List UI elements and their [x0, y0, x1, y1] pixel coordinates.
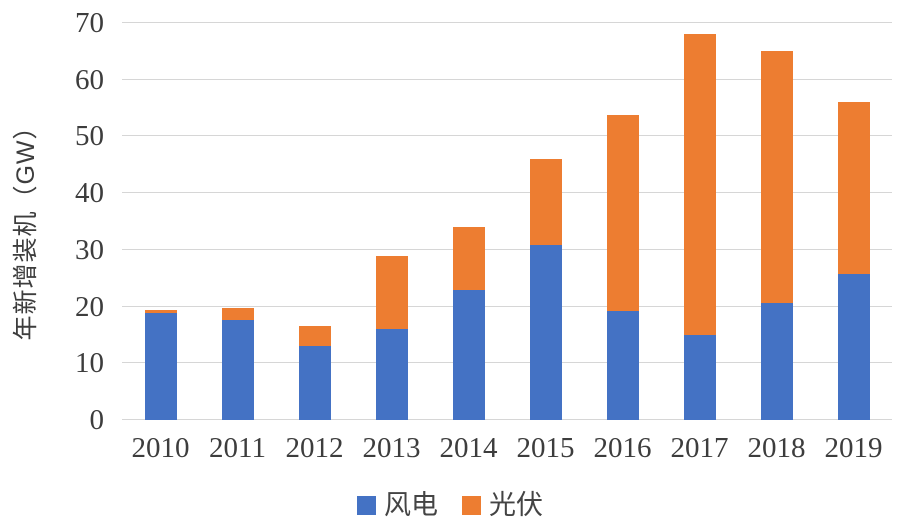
- bar-series: [122, 23, 892, 420]
- bar-column-2016: [584, 23, 661, 420]
- y-tick-label: 50: [75, 120, 104, 153]
- bar-column-2010: [122, 23, 199, 420]
- bar-segment-光伏-2017: [683, 34, 716, 335]
- stacked-bar-2019: [837, 102, 870, 420]
- stacked-bar-2012: [298, 326, 331, 420]
- x-tick-label-2014: 2014: [439, 432, 498, 464]
- stacked-bar-2015: [529, 159, 562, 420]
- bar-segment-光伏-2011: [221, 308, 254, 321]
- bar-segment-风电-2012: [298, 346, 331, 420]
- gridline-70: [122, 22, 892, 23]
- y-tick-label: 10: [75, 347, 104, 380]
- legend: 风电 光伏: [0, 490, 900, 520]
- stacked-bar-2016: [606, 114, 639, 420]
- legend-item-solar: 光伏: [462, 490, 543, 520]
- x-tick-label-2015: 2015: [516, 432, 575, 464]
- x-tick-label-2018: 2018: [747, 432, 806, 464]
- bar-segment-光伏-2013: [375, 255, 408, 330]
- bar-column-2011: [199, 23, 276, 420]
- bar-segment-风电-2019: [837, 274, 870, 420]
- stacked-bar-2018: [760, 51, 793, 420]
- bar-column-2018: [738, 23, 815, 420]
- x-axis-tick-labels: 2010 2011 2012 2013 2014 2015 2016 2017 2018 2019: [122, 428, 892, 468]
- bar-column-2015: [507, 23, 584, 420]
- bar-segment-风电-2017: [683, 334, 716, 420]
- x-tick-label-2013: 2013: [362, 432, 421, 464]
- wind-legend-swatch: [357, 495, 376, 515]
- bar-segment-光伏-2010: [144, 309, 177, 313]
- bar-segment-风电-2013: [375, 329, 408, 420]
- plot-area: [122, 22, 892, 420]
- bar-column-2017: [661, 23, 738, 420]
- solar-legend-swatch: [462, 495, 481, 515]
- bar-segment-光伏-2014: [452, 227, 485, 290]
- bar-segment-光伏-2019: [837, 102, 870, 275]
- y-tick-label: 20: [75, 290, 104, 323]
- stacked-bar-2013: [375, 255, 408, 420]
- x-tick-label-2012: 2012: [285, 432, 344, 464]
- bar-segment-风电-2014: [452, 289, 485, 420]
- bar-segment-风电-2010: [144, 312, 177, 420]
- y-tick-label: 0: [89, 404, 105, 436]
- legend-item-wind: 风电: [357, 490, 438, 520]
- x-tick-label-2011: 2011: [209, 432, 266, 464]
- bar-segment-风电-2011: [221, 320, 254, 420]
- gridline-20: [122, 305, 892, 307]
- y-tick-label: 40: [75, 177, 104, 210]
- bar-segment-风电-2018: [760, 303, 793, 420]
- gridline-50: [122, 135, 892, 137]
- y-tick-label: 60: [75, 63, 104, 96]
- bar-segment-光伏-2016: [606, 114, 639, 311]
- gridline-0: [122, 419, 892, 420]
- y-tick-label: 30: [75, 233, 104, 266]
- bar-segment-光伏-2012: [298, 326, 331, 347]
- x-tick-label-2019: 2019: [824, 432, 883, 464]
- gridline-30: [122, 248, 892, 250]
- bar-segment-风电-2015: [529, 245, 562, 420]
- x-tick-label-2010: 2010: [131, 432, 190, 464]
- stacked-bar-2010: [144, 309, 177, 420]
- bar-segment-光伏-2018: [760, 51, 793, 304]
- x-tick-label-2017: 2017: [670, 432, 729, 464]
- gridline-60: [122, 78, 892, 80]
- bar-segment-风电-2016: [606, 310, 639, 420]
- y-tick-label: 70: [75, 7, 104, 39]
- bar-column-2012: [276, 23, 353, 420]
- stacked-bar-2014: [452, 227, 485, 420]
- bar-column-2014: [430, 23, 507, 420]
- bar-column-2019: [815, 23, 892, 420]
- gridline-40: [122, 192, 892, 194]
- wind-legend-label: 风电: [384, 490, 438, 520]
- bar-segment-光伏-2015: [529, 159, 562, 246]
- stacked-bar-2011: [221, 308, 254, 420]
- solar-legend-label: 光伏: [489, 490, 543, 520]
- stacked-bar-2017: [683, 34, 716, 420]
- x-tick-label-2016: 2016: [593, 432, 652, 464]
- gridline-10: [122, 362, 892, 364]
- bar-column-2013: [353, 23, 430, 420]
